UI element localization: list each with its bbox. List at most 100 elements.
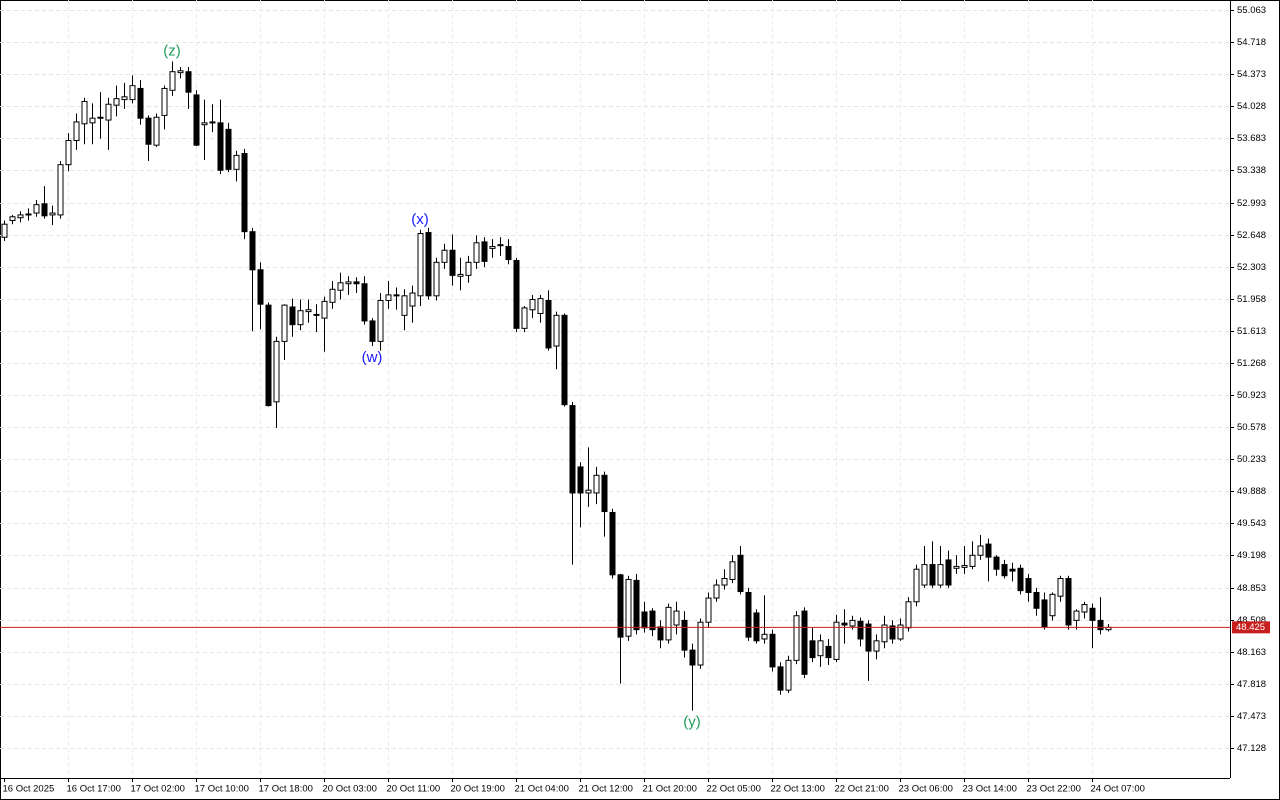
candle-body xyxy=(657,626,664,641)
y-tick-label: 47.128 xyxy=(1237,743,1266,754)
wave-label: (y) xyxy=(683,714,701,731)
x-tick-label: 23 Oct 22:00 xyxy=(1027,784,1081,795)
candle-body xyxy=(473,242,480,263)
candle-body xyxy=(1073,610,1080,621)
candle-body xyxy=(345,281,352,285)
candle-body xyxy=(321,300,328,319)
candle-body xyxy=(849,619,856,627)
y-tick-label: 53.683 xyxy=(1237,133,1266,144)
candle-body xyxy=(697,621,704,666)
last-price-box xyxy=(1232,621,1270,634)
x-tick-label: 20 Oct 11:00 xyxy=(387,784,441,795)
candle-body xyxy=(361,283,368,322)
candle-body xyxy=(97,116,104,119)
x-tick-label: 21 Oct 12:00 xyxy=(579,784,633,795)
candle-body xyxy=(777,666,784,691)
candle-body xyxy=(545,299,552,349)
candle-body xyxy=(1001,564,1008,577)
x-tick-label: 21 Oct 20:00 xyxy=(643,784,697,795)
candle-body xyxy=(1097,619,1104,631)
wave-label: (z) xyxy=(163,42,181,59)
y-tick-label: 50.233 xyxy=(1237,454,1266,465)
candle-body xyxy=(681,619,688,651)
candle-body xyxy=(841,622,848,626)
candle-body xyxy=(585,489,592,494)
candle-body xyxy=(937,564,944,586)
candle-body xyxy=(193,94,200,146)
candle-body xyxy=(1057,578,1064,597)
candle-body xyxy=(905,601,912,629)
y-tick-label: 54.028 xyxy=(1237,101,1266,112)
candle-body xyxy=(729,561,736,580)
y-tick-label: 48.508 xyxy=(1237,615,1266,626)
x-tick-label: 17 Oct 02:00 xyxy=(131,784,185,795)
candle-body xyxy=(17,214,24,219)
candle-body xyxy=(313,313,320,316)
candle-body xyxy=(385,294,392,301)
candle-body xyxy=(593,474,600,494)
x-tick-label: 23 Oct 14:00 xyxy=(963,784,1017,795)
candle-body xyxy=(929,564,936,586)
candle-body xyxy=(809,640,816,659)
candle-body xyxy=(497,244,504,247)
candle-body xyxy=(897,624,904,640)
candle-body xyxy=(217,122,224,171)
y-tick-label: 51.958 xyxy=(1237,294,1266,305)
candle-body xyxy=(1089,607,1096,621)
candle-body xyxy=(705,597,712,623)
y-tick-label: 53.338 xyxy=(1237,165,1266,176)
candle-body xyxy=(721,578,728,586)
wave-label: (x) xyxy=(411,211,429,228)
x-tick-label: 17 Oct 10:00 xyxy=(195,784,249,795)
x-tick-label: 16 Oct 17:00 xyxy=(67,784,121,795)
candle-body xyxy=(281,304,288,342)
candle-body xyxy=(601,474,608,513)
candle-body xyxy=(825,645,832,659)
candle-body xyxy=(49,212,56,216)
y-tick-label: 51.268 xyxy=(1237,358,1266,369)
last-price-label: 48.425 xyxy=(1236,622,1265,633)
wave-label: (w) xyxy=(362,349,383,366)
candle-body xyxy=(153,116,160,146)
candle-body xyxy=(817,640,824,657)
candle-body xyxy=(521,307,528,329)
y-tick-label: 48.163 xyxy=(1237,647,1266,658)
y-tick-label: 50.578 xyxy=(1237,422,1266,433)
candle-body xyxy=(393,294,400,297)
candle-body xyxy=(577,466,584,494)
candle-body xyxy=(441,249,448,263)
y-tick-label: 47.473 xyxy=(1237,711,1266,722)
x-tick-label: 17 Oct 18:00 xyxy=(259,784,313,795)
candle-body xyxy=(129,85,136,101)
candle-body xyxy=(105,103,112,121)
candle-body xyxy=(169,71,176,91)
candle-body xyxy=(1081,604,1088,613)
candle-body xyxy=(873,640,880,652)
candle-body xyxy=(209,121,216,124)
candle-body xyxy=(793,615,800,661)
candle-body xyxy=(1065,578,1072,626)
candle-body xyxy=(265,304,272,407)
candle-body xyxy=(985,543,992,558)
y-tick-label: 52.648 xyxy=(1237,230,1266,241)
x-tick-label: 21 Oct 04:00 xyxy=(515,784,569,795)
y-tick-label: 48.853 xyxy=(1237,583,1266,594)
candle-body xyxy=(337,282,344,291)
candle-body xyxy=(713,584,720,599)
candle-body xyxy=(249,231,256,271)
y-tick-label: 49.198 xyxy=(1237,550,1266,561)
candle-body xyxy=(617,574,624,638)
candle-body xyxy=(409,292,416,307)
x-tick-label: 22 Oct 13:00 xyxy=(771,784,825,795)
candle-body xyxy=(257,269,264,305)
y-tick-label: 52.993 xyxy=(1237,198,1266,209)
candle-body xyxy=(801,610,808,675)
candle-body xyxy=(561,314,568,406)
candle-body xyxy=(969,554,976,567)
candle-body xyxy=(73,121,80,142)
candle-body xyxy=(201,122,208,126)
candle-body xyxy=(33,204,40,214)
candle-body xyxy=(913,568,920,603)
x-tick-label: 22 Oct 21:00 xyxy=(835,784,889,795)
